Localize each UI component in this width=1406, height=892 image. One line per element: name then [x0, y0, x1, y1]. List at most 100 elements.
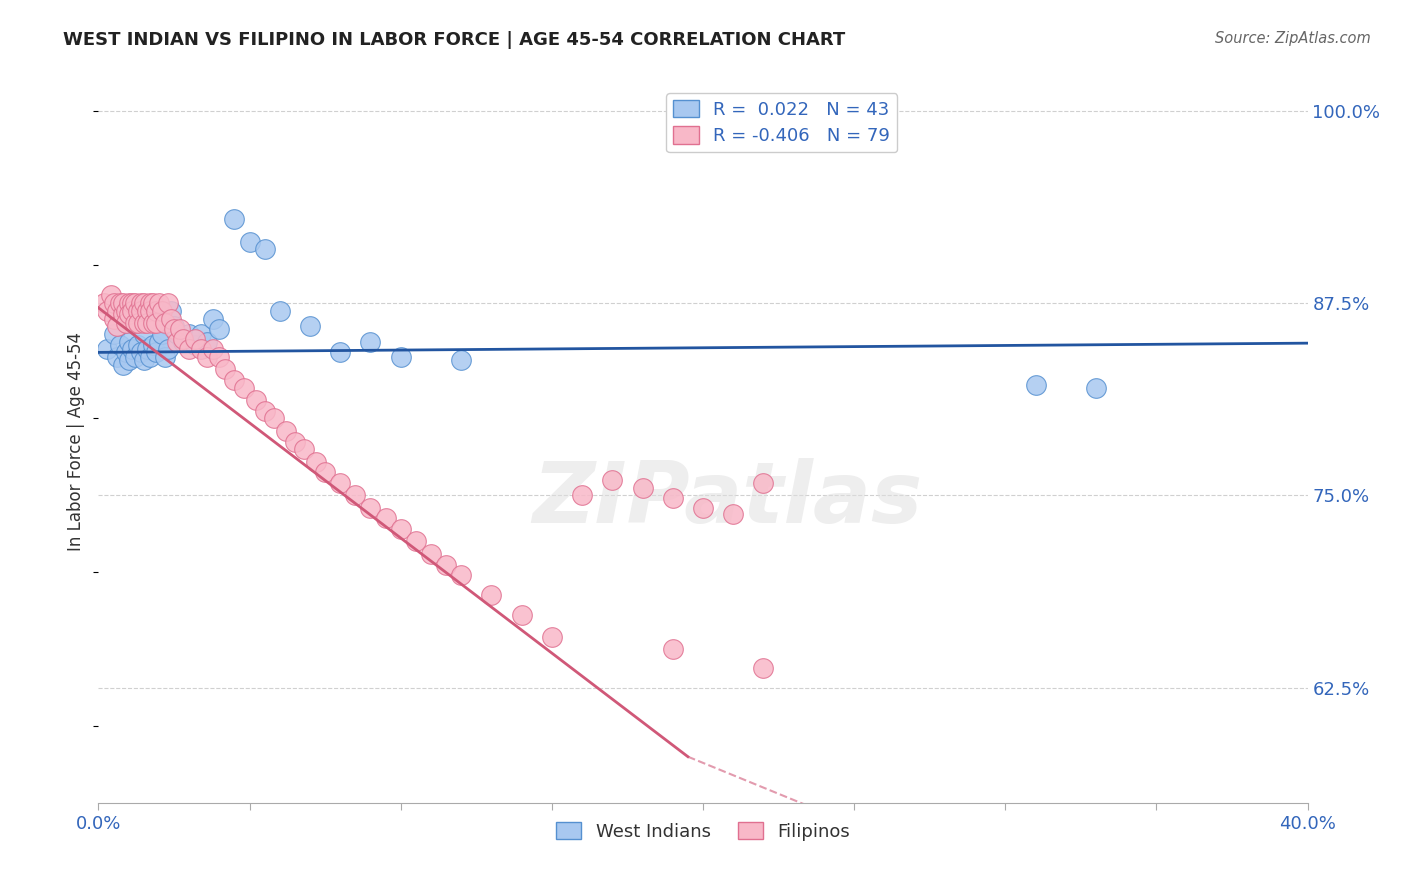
Point [329, 345, 352, 359]
Point [163, 319, 186, 334]
Point [752, 660, 775, 674]
Point [190, 326, 212, 341]
Point [374, 511, 396, 525]
Point [111, 307, 134, 321]
Point [292, 442, 315, 457]
Point [160, 311, 183, 326]
Point [129, 345, 152, 359]
Point [132, 316, 155, 330]
Point [135, 316, 157, 330]
Point [153, 316, 176, 330]
Point [602, 473, 624, 487]
Point [118, 296, 141, 310]
Point [179, 343, 201, 357]
Point [150, 326, 173, 341]
Point [214, 362, 236, 376]
Point [269, 304, 291, 318]
Point [160, 304, 183, 318]
Point [111, 358, 134, 372]
Point [132, 353, 155, 368]
Point [103, 311, 125, 326]
Point [129, 304, 152, 318]
Point [172, 332, 194, 346]
Point [510, 608, 533, 623]
Point [135, 304, 157, 318]
Point [118, 307, 141, 321]
Point [145, 304, 167, 318]
Text: WEST INDIAN VS FILIPINO IN LABOR FORCE | AGE 45-54 CORRELATION CHART: WEST INDIAN VS FILIPINO IN LABOR FORCE |… [63, 31, 845, 49]
Point [118, 353, 141, 368]
Text: ZIPatlas: ZIPatlas [531, 458, 922, 541]
Point [224, 373, 246, 387]
Point [263, 411, 285, 425]
Point [224, 211, 246, 226]
Point [121, 343, 143, 357]
Point [166, 334, 188, 349]
Point [139, 304, 162, 318]
Point [139, 296, 162, 310]
Point [299, 319, 322, 334]
Point [1024, 377, 1046, 392]
Point [121, 296, 143, 310]
Point [153, 350, 176, 364]
Point [118, 334, 141, 349]
Point [142, 296, 165, 310]
Point [661, 642, 683, 657]
Point [114, 316, 136, 330]
Text: Source: ZipAtlas.com: Source: ZipAtlas.com [1215, 31, 1371, 46]
Point [132, 326, 155, 341]
Point [314, 465, 336, 479]
Point [105, 304, 128, 318]
Point [127, 337, 149, 351]
Point [208, 350, 231, 364]
Point [96, 343, 118, 357]
Point [127, 304, 149, 318]
Point [142, 337, 165, 351]
Point [105, 350, 128, 364]
Point [96, 304, 118, 318]
Point [169, 322, 191, 336]
Point [571, 488, 593, 502]
Point [389, 522, 412, 536]
Point [103, 296, 125, 310]
Point [145, 345, 167, 359]
Point [284, 434, 307, 449]
Point [329, 476, 352, 491]
Point [124, 316, 146, 330]
Point [540, 630, 562, 644]
Point [148, 296, 170, 310]
Point [195, 350, 218, 364]
Point [156, 296, 179, 310]
Point [253, 404, 276, 418]
Point [360, 334, 382, 349]
Point [184, 337, 207, 351]
Point [360, 500, 382, 515]
Point [481, 588, 503, 602]
Point [135, 343, 157, 357]
Point [344, 488, 367, 502]
Point [661, 491, 683, 506]
Point [166, 326, 188, 341]
Point [150, 304, 173, 318]
Point [111, 296, 134, 310]
Point [124, 350, 146, 364]
Point [179, 326, 201, 341]
Point [195, 334, 218, 349]
Point [692, 500, 714, 515]
Point [202, 311, 225, 326]
Point [420, 547, 443, 561]
Point [450, 353, 472, 368]
Point [305, 454, 328, 468]
Point [1085, 381, 1108, 395]
Point [145, 316, 167, 330]
Point [190, 343, 212, 357]
Point [142, 316, 165, 330]
Point [723, 507, 745, 521]
Point [208, 322, 231, 336]
Point [129, 296, 152, 310]
Point [253, 243, 276, 257]
Point [127, 316, 149, 330]
Point [124, 296, 146, 310]
Point [274, 424, 297, 438]
Y-axis label: In Labor Force | Age 45-54: In Labor Force | Age 45-54 [67, 332, 86, 551]
